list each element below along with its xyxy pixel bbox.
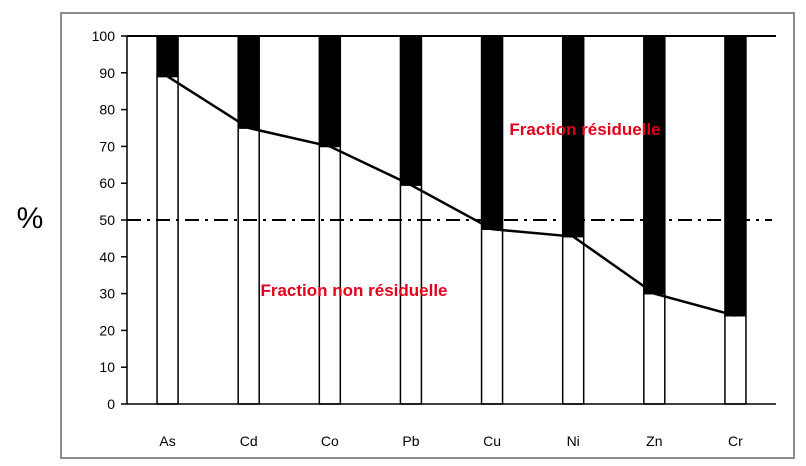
x-axis: As Cd Co Pb Cu Ni Zn Cr <box>127 403 776 449</box>
y-tick-label: 100 <box>92 28 116 44</box>
bar-non-residual-ni <box>561 235 585 405</box>
bar-residual-co <box>318 35 342 148</box>
lines <box>127 35 776 317</box>
bar-residual-as <box>156 35 179 78</box>
y-tick-label: 0 <box>107 396 115 412</box>
x-tick-label: Cr <box>728 433 743 449</box>
y-axis: 0 10 20 30 40 50 60 70 80 90 100 <box>92 28 128 412</box>
x-tick-label: As <box>159 433 175 449</box>
annotation-lower: Fraction non résiduelle <box>260 281 447 300</box>
y-tick-label: 30 <box>99 286 115 302</box>
y-tick-label: 20 <box>99 322 115 338</box>
x-tick-label: Zn <box>646 433 662 449</box>
x-tick-label: Ni <box>567 433 580 449</box>
x-tick-label: Cu <box>483 433 501 449</box>
y-tick-label: 60 <box>99 175 115 191</box>
x-tick-label: Co <box>321 433 339 449</box>
bar-non-residual-as <box>156 75 179 405</box>
bar-residual-pb <box>399 35 423 186</box>
bar-residual-cu <box>480 35 504 230</box>
bar-non-residual-cd <box>237 127 260 405</box>
y-tick-label: 80 <box>99 102 115 118</box>
y-tick-label: 40 <box>99 249 115 265</box>
bar-residual-zn <box>643 35 666 295</box>
y-tick-label: 90 <box>99 65 115 81</box>
y-axis-label: % <box>17 202 44 235</box>
y-tick-label: 10 <box>99 359 115 375</box>
bars <box>156 35 747 405</box>
annotation-upper: Fraction résiduelle <box>509 120 660 139</box>
bar-non-residual-cr <box>724 314 747 405</box>
bar-non-residual-cu <box>480 228 504 405</box>
bar-residual-cd <box>237 35 260 129</box>
x-tick-label: Pb <box>402 433 419 449</box>
bar-residual-cr <box>724 35 747 317</box>
x-tick-label: Cd <box>240 433 258 449</box>
bar-non-residual-zn <box>643 292 666 405</box>
y-tick-label: 50 <box>99 212 115 228</box>
y-tick-label: 70 <box>99 138 115 154</box>
bar-non-residual-co <box>318 145 342 405</box>
connecting-line <box>166 75 736 317</box>
